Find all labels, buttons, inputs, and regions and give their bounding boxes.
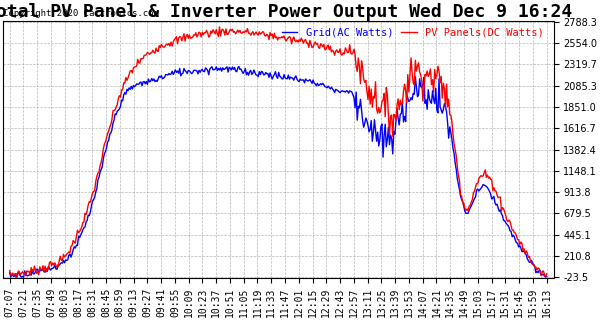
PV Panels(DC Watts)	[448, 120, 455, 124]
Line: PV Panels(DC Watts): PV Panels(DC Watts)	[10, 27, 547, 277]
PV Panels(DC Watts)	[6, 269, 13, 273]
Grid(AC Watts)	[532, 271, 539, 275]
PV Panels(DC Watts)	[532, 265, 539, 269]
Grid(AC Watts)	[235, 65, 242, 68]
PV Panels(DC Watts)	[328, 50, 335, 54]
PV Panels(DC Watts)	[266, 31, 274, 35]
PV Panels(DC Watts)	[14, 275, 21, 279]
Grid(AC Watts)	[448, 138, 455, 141]
Grid(AC Watts)	[266, 71, 274, 75]
Grid(AC Watts)	[299, 78, 306, 82]
Title: Total PV Panel & Inverter Power Output Wed Dec 9 16:24: Total PV Panel & Inverter Power Output W…	[0, 3, 572, 21]
Line: Grid(AC Watts): Grid(AC Watts)	[10, 67, 547, 277]
Grid(AC Watts)	[328, 85, 335, 89]
Grid(AC Watts)	[7, 275, 14, 279]
Grid(AC Watts)	[543, 275, 550, 278]
Legend: Grid(AC Watts), PV Panels(DC Watts): Grid(AC Watts), PV Panels(DC Watts)	[277, 24, 548, 42]
Grid(AC Watts)	[263, 72, 271, 76]
PV Panels(DC Watts)	[543, 272, 550, 276]
PV Panels(DC Watts)	[299, 38, 306, 42]
PV Panels(DC Watts)	[216, 25, 223, 29]
Text: Copyright 2020 Cartronics.com: Copyright 2020 Cartronics.com	[3, 9, 158, 18]
PV Panels(DC Watts)	[263, 32, 271, 36]
Grid(AC Watts)	[6, 271, 13, 275]
